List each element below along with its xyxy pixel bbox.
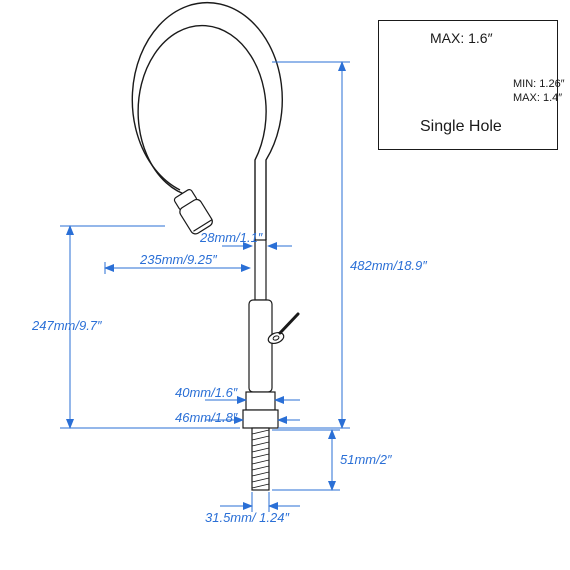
dim-spout-height: 247mm/9.7″ [32, 318, 102, 333]
inset-bottom-max: MAX: 1.4″ [513, 92, 562, 104]
dim-thread-len: 51mm/2″ [340, 452, 392, 467]
dim-neck-dia: 28mm/1.1″ [200, 230, 262, 245]
dim-base-dia: 46mm/1.8″ [175, 410, 237, 425]
dim-thread-dia: 31.5mm/ 1.24″ [205, 510, 289, 525]
inset-min: MIN: 1.26″ [513, 78, 565, 90]
faucet-dimension-diagram: 482mm/18.9″ 247mm/9.7″ 235mm/9.25″ 28mm/… [0, 0, 570, 570]
dim-collar-dia: 40mm/1.6″ [175, 385, 237, 400]
dim-spout-reach: 235mm/9.25″ [140, 252, 217, 267]
inset-title: Single Hole [420, 118, 502, 136]
inset-top-max: MAX: 1.6″ [430, 30, 493, 46]
dim-overall-height: 482mm/18.9″ [350, 258, 427, 273]
